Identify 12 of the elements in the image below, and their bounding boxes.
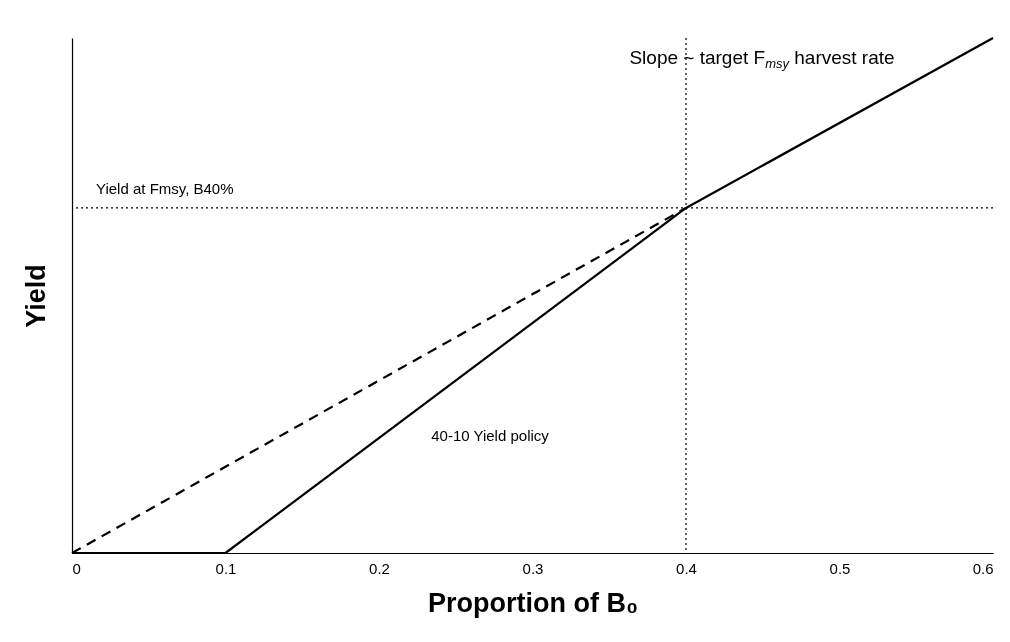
x-tick-label: 0.6 [972,559,994,577]
annotation: Slope ~ target F$_{msy}$ harvest rate [629,47,895,71]
y-axis-title: Yield [20,264,51,328]
x-tick-label: 0.4 [676,559,697,577]
x-tick-label: 0.3 [522,559,544,577]
x-axis-title: Proportion of B₀ [427,587,639,618]
x-tick-label: 0.1 [215,559,237,577]
x-tick-label: 0 [72,559,81,577]
x-tick-label: 0.5 [829,559,851,577]
annotation: Yield at Fmsy, B40% [96,180,234,197]
annotation: 40-10 Yield policy [431,427,550,444]
x-tick-label: 0.2 [369,559,390,577]
